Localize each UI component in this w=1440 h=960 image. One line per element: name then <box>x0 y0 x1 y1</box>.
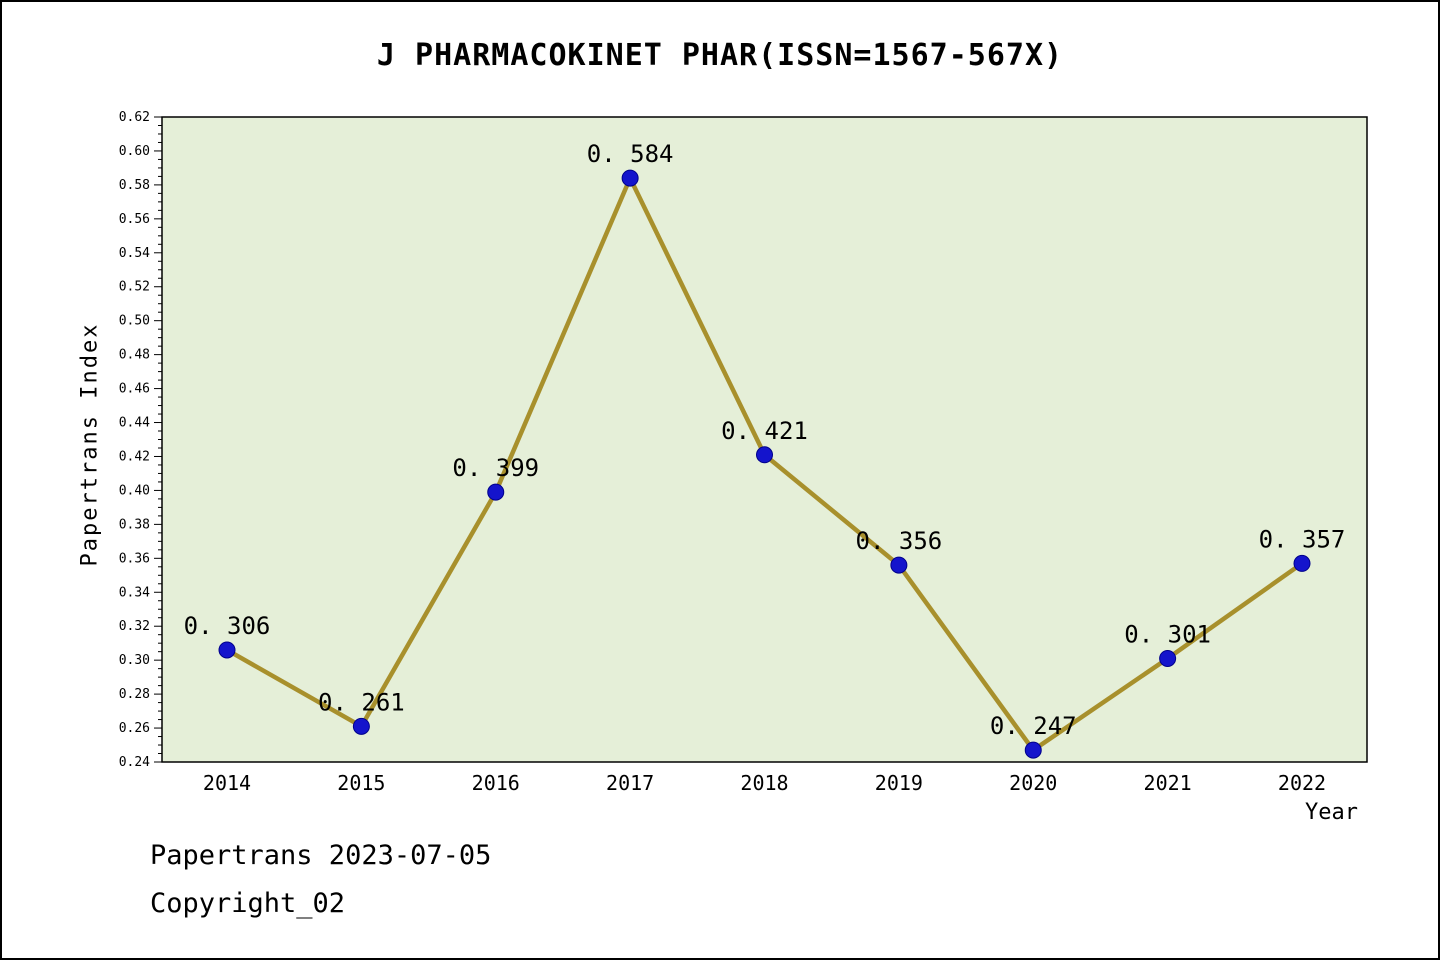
y-tick-label: 0.36 <box>119 551 150 566</box>
point-label: 0. 301 <box>1124 620 1211 648</box>
footer-copyright: Copyright_02 <box>150 888 346 919</box>
y-tick-label: 0.26 <box>119 721 150 736</box>
data-point <box>890 556 908 574</box>
y-tick-label: 0.48 <box>119 348 150 363</box>
point-label: 0. 356 <box>856 527 943 555</box>
y-tick-label: 0.52 <box>119 280 150 295</box>
data-point <box>218 641 236 659</box>
x-tick-label: 2017 <box>606 771 654 795</box>
x-tick-label: 2019 <box>875 771 923 795</box>
y-tick-label: 0.38 <box>119 517 150 532</box>
point-label: 0. 306 <box>184 612 271 640</box>
point-label: 0. 421 <box>721 417 808 445</box>
point-label: 0. 584 <box>587 140 674 168</box>
y-tick-label: 0.24 <box>119 755 150 770</box>
y-tick-label: 0.50 <box>119 314 150 329</box>
y-tick-label: 0.28 <box>119 687 150 702</box>
y-tick-label: 0.44 <box>119 416 150 431</box>
chart-title: J PHARMACOKINET PHAR(ISSN=1567-567X) <box>376 38 1064 73</box>
data-point <box>1293 554 1311 572</box>
data-point <box>1159 649 1177 667</box>
x-tick-label: 2014 <box>203 771 251 795</box>
footer-date: Papertrans 2023-07-05 <box>150 840 492 871</box>
y-tick-label: 0.42 <box>119 449 150 464</box>
y-tick-label: 0.46 <box>119 382 150 397</box>
data-point <box>756 446 773 464</box>
y-tick-label: 0.58 <box>119 178 150 193</box>
x-axis-title: Year <box>1305 800 1358 825</box>
data-point <box>487 483 505 501</box>
x-tick-label: 2018 <box>740 771 788 795</box>
plot-frame <box>161 116 1368 763</box>
y-tick-label: 0.54 <box>119 246 150 261</box>
y-tick-label: 0.30 <box>119 653 150 668</box>
point-label: 0. 247 <box>990 712 1077 740</box>
y-tick-label: 0.40 <box>119 483 150 498</box>
x-tick-label: 2015 <box>337 771 385 795</box>
point-label: 0. 399 <box>452 454 539 482</box>
data-point <box>1024 741 1042 759</box>
x-tick-label: 2020 <box>1009 771 1057 795</box>
y-tick-label: 0.32 <box>119 619 150 634</box>
y-tick-label: 0.60 <box>119 144 150 159</box>
point-label: 0. 357 <box>1259 525 1346 553</box>
x-tick-label: 2022 <box>1278 771 1326 795</box>
y-tick-label: 0.34 <box>119 585 150 600</box>
point-label: 0. 261 <box>318 688 405 716</box>
y-tick-label: 0.62 <box>119 110 150 125</box>
data-point <box>621 169 639 187</box>
data-point <box>352 717 370 735</box>
x-tick-label: 2016 <box>472 771 520 795</box>
y-tick-label: 0.56 <box>119 212 150 227</box>
x-tick-label: 2021 <box>1144 771 1192 795</box>
